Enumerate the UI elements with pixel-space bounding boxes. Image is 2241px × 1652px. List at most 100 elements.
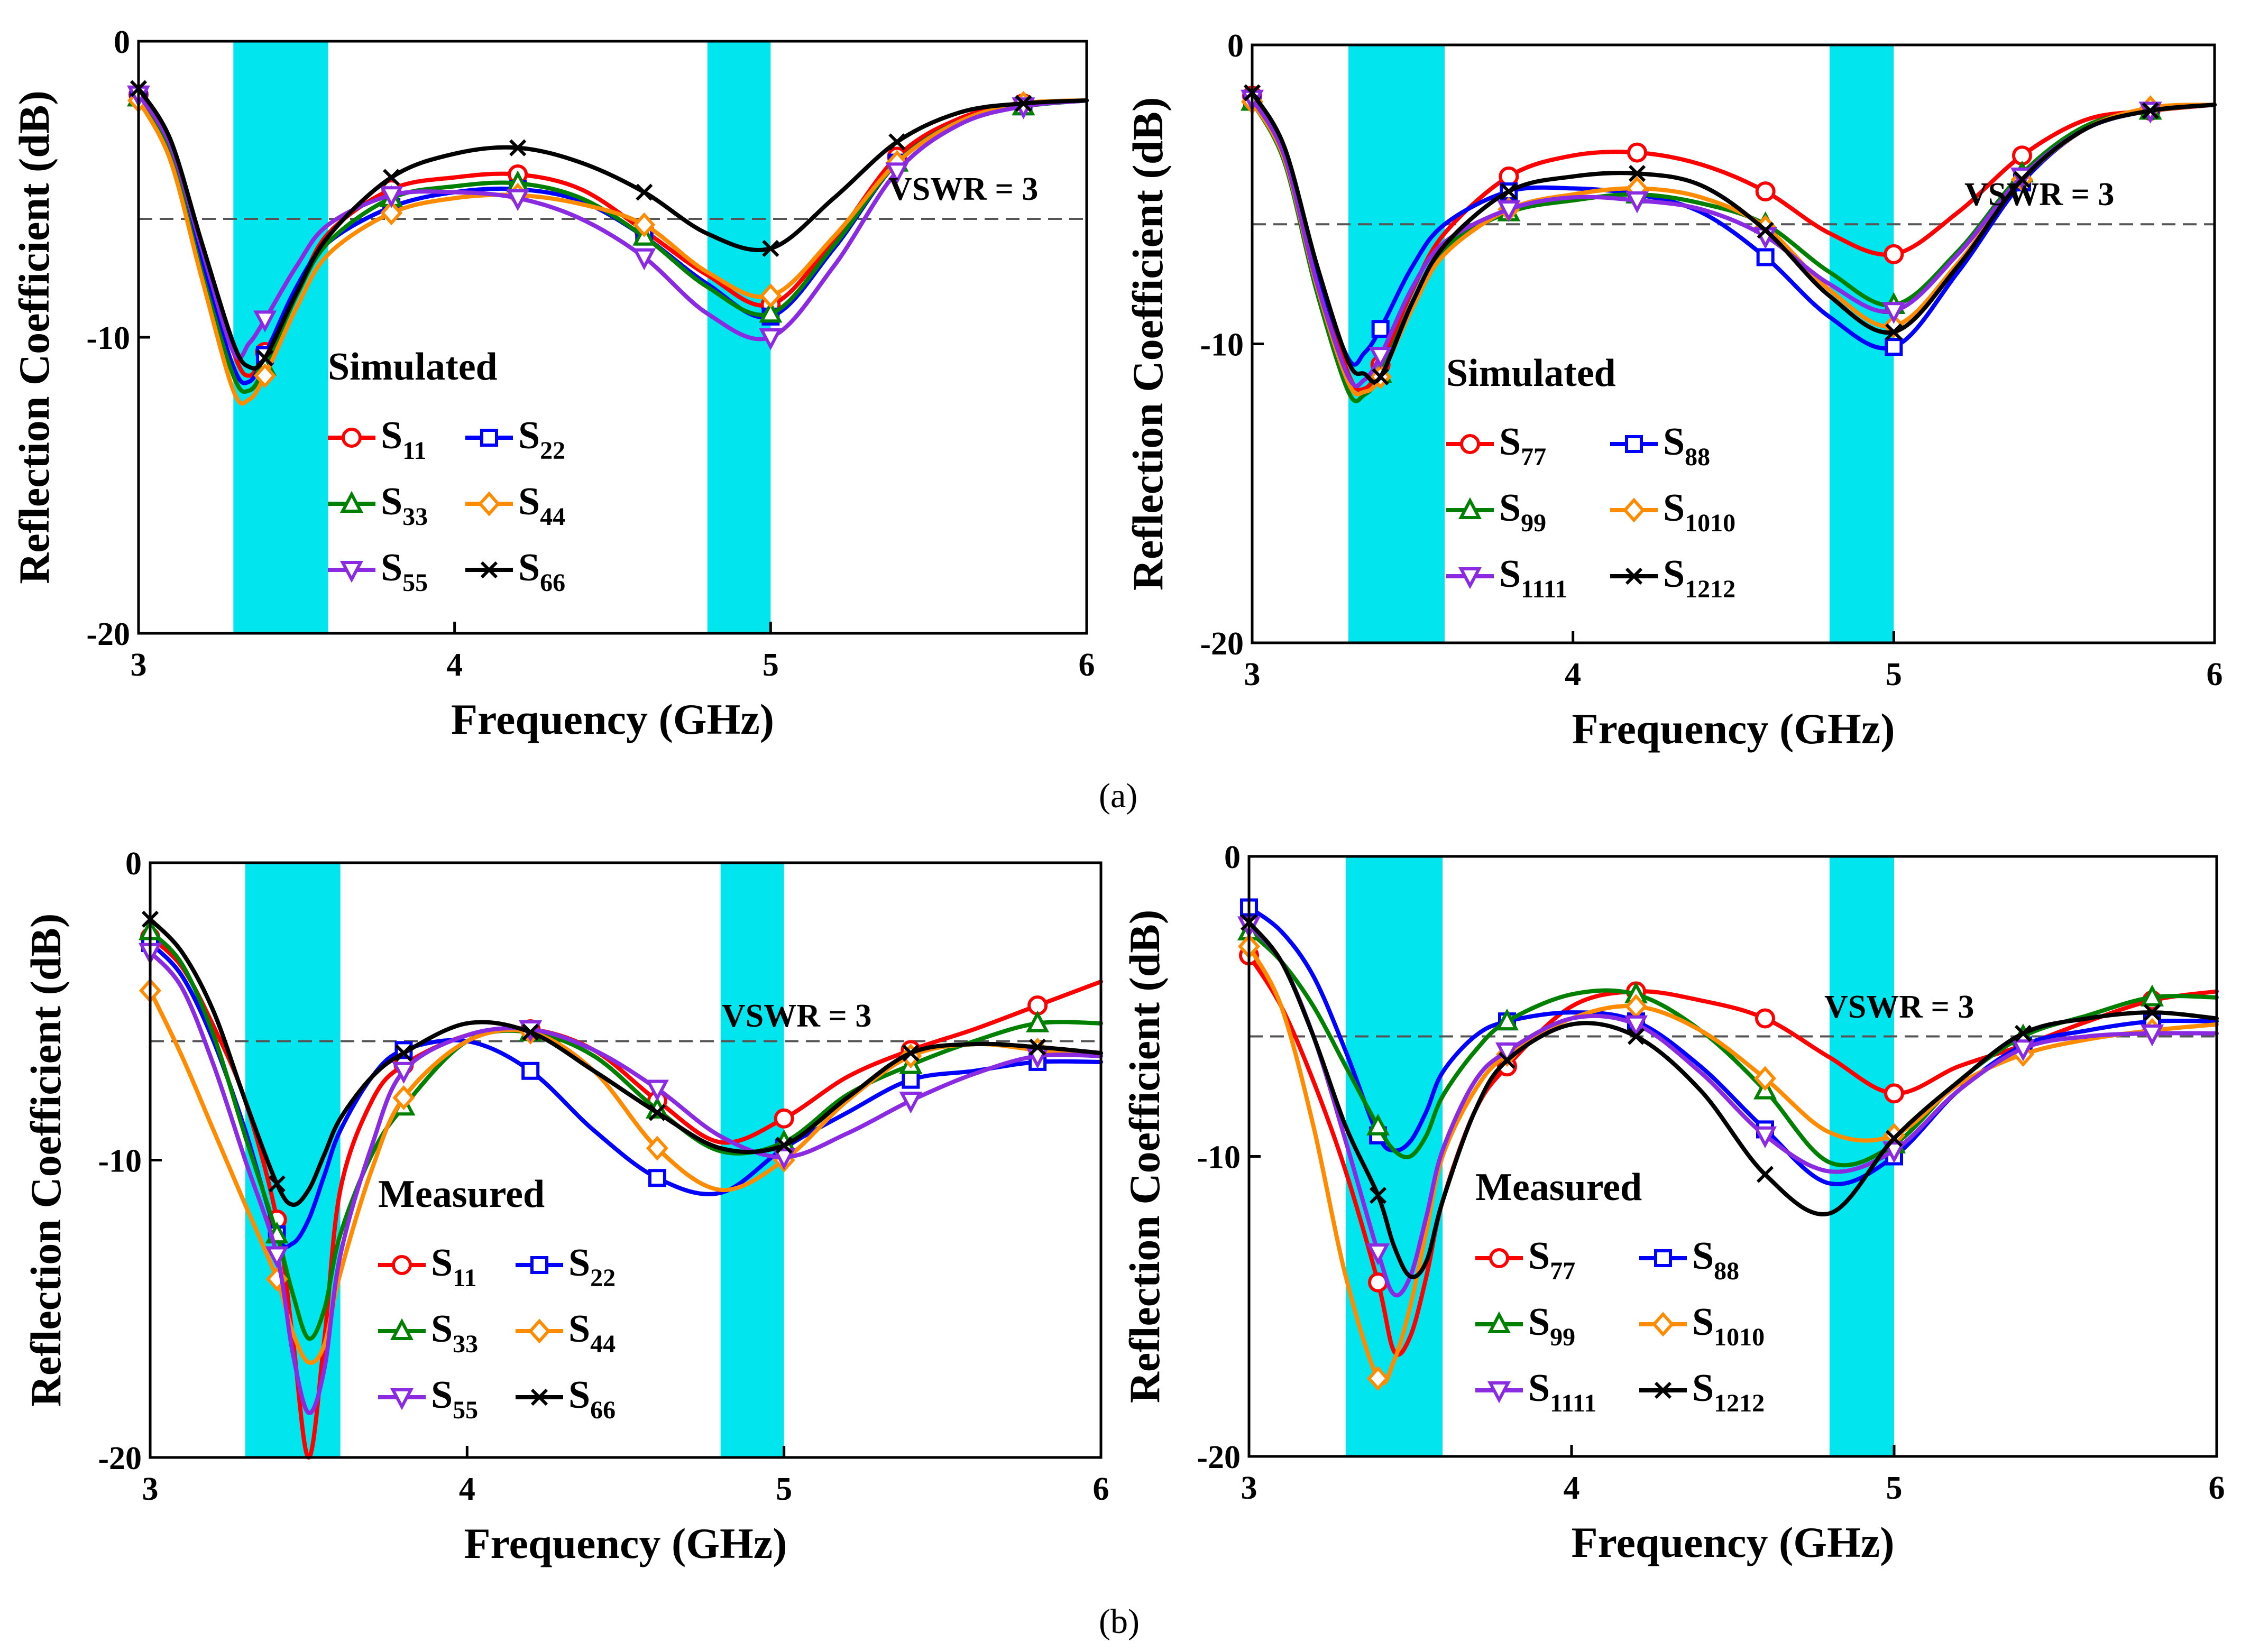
legend-item-S55: S55 — [378, 1373, 478, 1424]
legend-subscript: 1212 — [1714, 1389, 1765, 1417]
marker-S66 — [1015, 95, 1032, 112]
legend-item-S66: S66 — [465, 546, 565, 597]
y-axis-label: Reflection Coefficient (dB) — [10, 90, 58, 584]
vswr-label: VSWR = 3 — [1964, 177, 2114, 213]
legend-subscript: 1212 — [1685, 575, 1735, 603]
series-line-S66 — [148, 917, 1103, 1207]
legend-item-S11: S11 — [328, 414, 427, 465]
legend-label: S1111 — [1528, 1367, 1596, 1417]
marker-S66 — [648, 1104, 666, 1121]
legend-label: S22 — [568, 1241, 616, 1292]
legend: Simulated S11 S22 S33 S44 S55 S66 — [328, 345, 565, 597]
caption-a: (a) — [1099, 777, 1138, 815]
marker-S44 — [633, 212, 656, 237]
legend-item-S11: S11 — [378, 1241, 477, 1292]
legend-title: Measured — [378, 1173, 545, 1216]
legend-subscript: 77 — [1521, 443, 1546, 471]
series-line-S99 — [1247, 929, 2219, 1168]
legend-swatch-marker — [1651, 1312, 1675, 1337]
marker-S1111 — [1882, 302, 1906, 324]
legend-subscript: 1010 — [1685, 509, 1735, 537]
marker-S1212 — [2142, 102, 2159, 119]
marker-S22 — [648, 1169, 666, 1187]
legend-subscript: 22 — [540, 437, 565, 465]
marker-S1212 — [2013, 171, 2031, 188]
marker-S44 — [254, 363, 277, 389]
marker-S11 — [774, 1108, 794, 1129]
legend-subscript: 66 — [540, 569, 565, 597]
legend-swatch-marker — [1487, 1381, 1511, 1404]
legend-item-S33: S33 — [378, 1307, 478, 1358]
y-tick-label: -20 — [1197, 1439, 1241, 1475]
x-tick-label: 3 — [142, 1471, 159, 1507]
marker-S44 — [392, 1085, 415, 1110]
legend-label: S1212 — [1663, 552, 1735, 603]
legend-label: S44 — [568, 1307, 616, 1358]
legend-subscript: 33 — [453, 1330, 478, 1358]
marker-S66 — [395, 1044, 412, 1062]
legend-item-S1010: S1010 — [1610, 486, 1735, 537]
legend-subscript: 33 — [402, 503, 428, 531]
legend-label: S11 — [431, 1241, 477, 1292]
legend-label: S1111 — [1499, 552, 1567, 603]
marker-S66 — [509, 139, 527, 156]
legend-label: S1010 — [1663, 486, 1735, 537]
series-S66 — [130, 80, 1089, 371]
marker-S1111 — [1497, 200, 1521, 223]
marker-S99 — [1366, 1113, 1390, 1136]
x-tick-label: 6 — [2209, 1470, 2225, 1506]
marker-S77 — [1755, 181, 1776, 202]
legend-item-S77: S77 — [1446, 420, 1546, 471]
y-axis-label: Reflection Coefficient (dB) — [1124, 97, 1172, 591]
chart-panel-top-right: 3 4 5 6 0 -10 -20 Frequency (GHz) Reflection Coe… — [1124, 28, 2223, 753]
x-tick-label: 3 — [131, 647, 147, 683]
legend-item-S1111: S1111 — [1446, 552, 1567, 603]
y-tick-label: -10 — [86, 320, 130, 356]
legend-subscript: 99 — [1550, 1323, 1575, 1351]
legend-label: S55 — [431, 1373, 478, 1424]
legend-swatch-marker — [530, 1388, 548, 1406]
marker-S55 — [645, 1079, 669, 1102]
legend-label: S22 — [518, 414, 565, 465]
y-tick-label: 0 — [1227, 28, 1244, 64]
legend: Measured S77 S88 S99 S1010 S1111 S1212 — [1475, 1166, 1765, 1417]
legend-swatch-marker — [340, 491, 363, 513]
y-tick-label: -20 — [1200, 626, 1244, 662]
legend-item-S22: S22 — [465, 414, 565, 465]
legend-swatch-marker — [1622, 497, 1646, 523]
marker-S77 — [1499, 166, 1519, 187]
legend: Simulated S77 S88 S99 S1010 S1111 S1212 — [1446, 352, 1735, 603]
legend-label: S33 — [431, 1307, 478, 1358]
legend-item-S55: S55 — [328, 546, 428, 597]
marker-S1212 — [2143, 1003, 2161, 1021]
legend-subscript: 11 — [453, 1264, 476, 1292]
x-tick-label: 4 — [459, 1471, 475, 1507]
marker-S66 — [775, 1137, 793, 1154]
legend-label: S66 — [568, 1373, 616, 1424]
marker-S55 — [772, 1148, 796, 1170]
marker-S1212 — [1628, 165, 1646, 182]
series-line-S1212 — [1247, 920, 2219, 1279]
band-2 — [1830, 45, 1894, 643]
marker-S99 — [1495, 1008, 1519, 1031]
legend-swatch-marker — [528, 1318, 551, 1344]
marker-S66 — [268, 1175, 286, 1193]
marker-S1212 — [1500, 182, 1518, 200]
legend-swatch-marker — [1625, 567, 1643, 585]
marker-S55 — [265, 1246, 289, 1268]
vswr-label: VSWR = 3 — [722, 998, 871, 1034]
x-tick-label: 6 — [2207, 657, 2223, 693]
legend-subscript: 44 — [540, 503, 565, 531]
legend-swatch-marker — [1487, 1311, 1511, 1333]
marker-S1111 — [1495, 1042, 1519, 1065]
legend-item-S44: S44 — [516, 1307, 616, 1358]
legend-swatch-marker — [530, 1256, 548, 1274]
marker-S77 — [1755, 1008, 1775, 1029]
legend-subscript: 88 — [1714, 1257, 1739, 1285]
legend: Measured S11 S22 S33 S44 S55 S66 — [378, 1173, 616, 1424]
x-tick-label: 4 — [1565, 657, 1581, 693]
caption-b: (b) — [1099, 1602, 1140, 1641]
x-tick-label: 6 — [1093, 1471, 1109, 1507]
y-tick-label: 0 — [1224, 839, 1241, 875]
